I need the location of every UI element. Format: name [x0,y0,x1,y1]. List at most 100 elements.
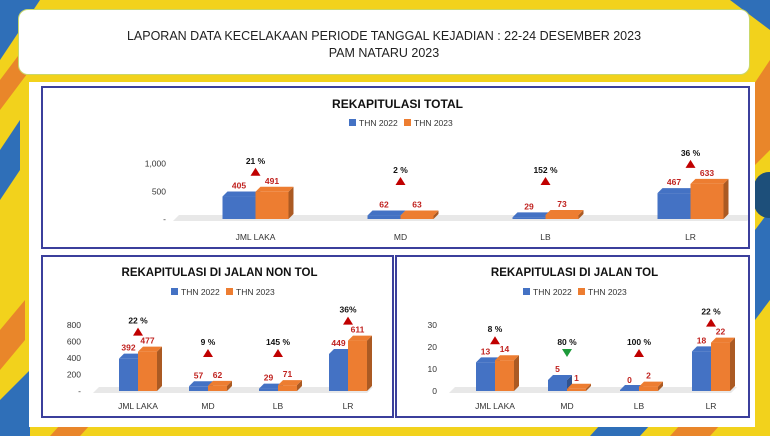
data-label: 29 [524,201,534,211]
legend-swatch-0 [171,288,178,295]
bar-md-s1 [567,383,591,391]
chart-title: REKAPITULASI TOTAL [332,97,463,111]
change-up-icon [685,159,696,168]
category-label: LB [273,401,284,411]
bar-md-s1 [400,210,439,219]
data-label: 13 [481,346,491,356]
data-label: 62 [379,200,389,210]
category-label: MD [201,401,214,411]
change-up-icon [133,327,143,336]
change-up-icon [343,316,353,325]
chart-panel-non-tol: REKAPITULASI DI JALAN NON TOL THN 2022 THN… [41,255,394,418]
legend-label-1: THN 2023 [588,287,627,297]
change-up-icon [203,349,213,357]
legend-label-0: THN 2022 [181,287,220,297]
bar-lr-s0 [657,188,696,219]
bar-lb-s1 [639,381,663,391]
y-tick-label: 10 [428,364,438,374]
y-tick-label: 1,000 [145,159,167,169]
data-label: 467 [667,177,681,187]
data-label: 1 [574,373,579,383]
chart-floor [449,387,737,393]
bar-jml-laka-s1 [495,355,519,391]
data-label: 57 [194,370,204,380]
bar-md-s1 [208,380,232,391]
y-tick-label: 500 [152,186,166,196]
chart-panel-total: REKAPITULASI TOTAL THN 2022 THN 2023 - 500 1,… [41,86,750,249]
bar-lb-s0 [512,212,551,219]
legend-label-0: THN 2022 [533,287,572,297]
change-up-icon [490,336,500,345]
legend-label-1: THN 2023 [236,287,275,297]
legend-swatch-0 [349,119,356,126]
y-tick-label: 600 [67,337,81,347]
data-label: 2 [646,371,651,381]
y-tick-label: 200 [67,370,81,380]
bar-md-s0 [367,210,406,219]
category-label: LB [540,232,551,242]
data-label: 73 [557,199,567,209]
legend-swatch-0 [523,288,530,295]
change-percent-label: 36 % [681,148,701,158]
change-up-icon [540,177,551,185]
change-percent-label: 22 % [128,316,148,326]
category-label: JML LAKA [236,232,276,242]
data-label: 62 [213,370,223,380]
category-label: JML LAKA [118,401,158,411]
change-up-icon [395,177,406,185]
chart-panel-tol: REKAPITULASI DI JALAN TOL THN 2022 THN 202… [395,255,750,418]
category-label: LR [343,401,354,411]
change-up-icon [273,349,283,357]
report-subtitle: PAM NATARU 2023 [328,46,440,60]
category-label: MD [394,232,407,242]
data-label: 14 [500,344,510,354]
legend-swatch-1 [404,119,411,126]
data-label: 22 [716,327,726,337]
y-tick-label: 800 [67,320,81,330]
y-tick-label: - [163,214,166,224]
chart-non-tol-svg: REKAPITULASI DI JALAN NON TOL THN 2022 THN… [67,267,373,411]
data-label: 18 [697,335,707,345]
data-label: 633 [700,168,714,178]
y-tick-label: - [78,386,81,396]
dashboard-area: REKAPITULASI TOTAL THN 2022 THN 2023-500 1,… [29,82,755,427]
data-label: 5 [555,364,560,374]
chart-floor [173,215,748,221]
chart-total-svg: REKAPITULASI TOTAL THN 2022 THN 2023 - 500 1,… [145,97,748,242]
bar-jml-laka-s1 [255,186,294,219]
bar-lb-s1 [278,380,302,391]
change-percent-label: 36% [339,305,356,315]
bar-lr-s1 [711,337,735,391]
legend-swatch-1 [578,288,585,295]
change-up-icon [634,349,644,357]
chart-tol-svg: REKAPITULASI DI JALAN TOL THN 2022 THN 202… [428,267,737,411]
data-label: 71 [283,369,293,379]
chart-title: REKAPITULASI DI JALAN TOL [491,267,658,279]
bar-lb-s1 [545,209,584,219]
category-label: LB [634,401,645,411]
data-label: 0 [627,375,632,385]
report-header: LAPORAN DATA KECELAKAAN PERIODE TANGGAL … [18,9,750,75]
change-percent-label: 2 % [393,165,408,175]
change-percent-label: 100 % [627,337,652,347]
data-label: 29 [264,373,274,383]
category-label: MD [560,401,573,411]
chart-title: REKAPITULASI DI JALAN NON TOL [122,267,318,279]
data-label: 491 [265,176,279,186]
legend-label-0: THN 2022 [359,118,398,128]
category-label: JML LAKA [475,401,515,411]
y-tick-label: 400 [67,353,81,363]
bar-lr-s1 [348,335,372,391]
legend-swatch-1 [226,288,233,295]
change-percent-label: 152 % [533,165,558,175]
bar-jml-laka-s0 [222,191,261,219]
category-label: LR [706,401,717,411]
y-tick-label: 30 [428,320,438,330]
side-tab [754,172,770,218]
data-label: 63 [412,200,422,210]
data-label: 449 [331,338,345,348]
y-tick-label: 0 [432,386,437,396]
change-percent-label: 8 % [488,324,503,334]
data-label: 405 [232,181,246,191]
